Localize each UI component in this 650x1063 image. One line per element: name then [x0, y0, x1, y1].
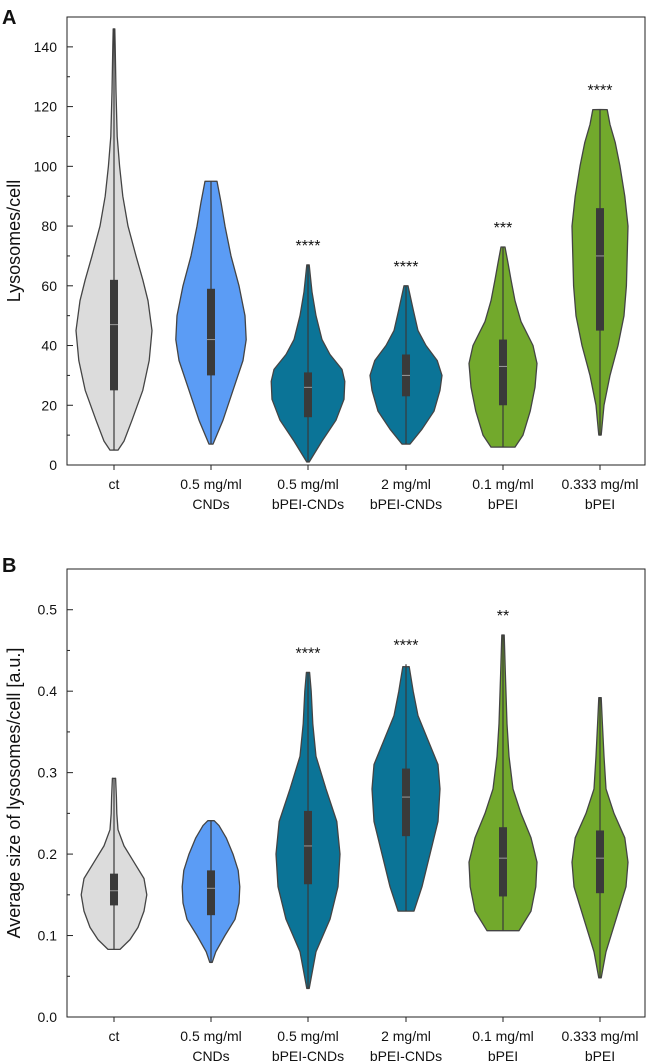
y-tick-label: 100 — [34, 158, 58, 174]
y-axis-label: Average size of lysosomes/cell [a.u.] — [4, 648, 24, 939]
y-tick-label: 0 — [49, 457, 57, 473]
x-tick-label: bPEI — [488, 496, 518, 512]
y-tick-label: 0.0 — [38, 1009, 58, 1025]
y-tick-label: 0.1 — [38, 928, 58, 944]
panel-b: B 0.0 0.1 0.2 0.3 0.4 0.5 Average size of lysos… — [2, 555, 646, 1063]
violin-iqr-box — [499, 339, 507, 406]
x-tick-label: 0.333 mg/ml — [561, 476, 638, 492]
x-tick-label: 0.5 mg/ml — [277, 1028, 338, 1044]
x-tick-label: bPEI — [488, 1048, 518, 1063]
y-tick-label: 60 — [41, 278, 57, 294]
violin-iqr-box — [304, 810, 312, 885]
x-tick-label: 0.5 mg/ml — [180, 1028, 241, 1044]
x-tick-label: 0.5 mg/ml — [277, 476, 338, 492]
x-tick-label: ct — [109, 476, 120, 492]
x-tick-label: 2 mg/ml — [381, 1028, 431, 1044]
plot-frame — [66, 16, 646, 466]
violin-iqr-box — [596, 830, 604, 894]
significance-label: ** — [497, 608, 509, 625]
x-tick-label: bPEI-CNDs — [272, 1048, 344, 1063]
x-tick-label: 0.333 mg/ml — [561, 1028, 638, 1044]
x-tick-label: ct — [109, 1028, 120, 1044]
violin-iqr-box — [110, 279, 118, 391]
significance-label: **** — [394, 637, 419, 654]
x-tick-label: CNDs — [192, 496, 229, 512]
y-tick-label: 40 — [41, 338, 57, 354]
significance-label: **** — [296, 645, 321, 662]
y-tick-label: 0.2 — [38, 846, 58, 862]
violin-iqr-box — [402, 768, 410, 837]
panel-label: A — [2, 7, 16, 29]
violin-iqr-box — [499, 827, 507, 897]
y-axis-label: Lysosomes/cell — [4, 180, 24, 302]
significance-label: **** — [296, 238, 321, 255]
violin-iqr-box — [110, 873, 118, 906]
violin-iqr-box — [304, 372, 312, 418]
violin-iqr-box — [207, 870, 215, 916]
significance-label: *** — [494, 220, 513, 237]
plot-frame — [66, 568, 646, 1018]
x-tick-label: 2 mg/ml — [381, 476, 431, 492]
x-tick-label: bPEI — [585, 496, 615, 512]
x-tick-label: 0.5 mg/ml — [180, 476, 241, 492]
significance-label: **** — [394, 259, 419, 276]
y-tick-label: 0.3 — [38, 765, 58, 781]
x-tick-label: 0.1 mg/ml — [472, 1028, 533, 1044]
x-tick-label: CNDs — [192, 1048, 229, 1063]
significance-label: **** — [588, 83, 613, 100]
violin-iqr-box — [596, 208, 604, 331]
y-tick-label: 120 — [34, 99, 58, 115]
violin-iqr-box — [207, 288, 215, 376]
x-tick-label: 0.1 mg/ml — [472, 476, 533, 492]
y-tick-label: 0.5 — [38, 602, 58, 618]
x-tick-label: bPEI-CNDs — [272, 496, 344, 512]
panel-a: A 0 20 40 60 80 100 120 140 Lysosomes/cell ct 0.5 m… — [2, 7, 646, 512]
x-tick-label: bPEI-CNDs — [370, 496, 442, 512]
panel-label: B — [2, 555, 16, 577]
y-tick-label: 140 — [34, 39, 58, 55]
x-tick-label: bPEI-CNDs — [370, 1048, 442, 1063]
y-tick-label: 0.4 — [38, 683, 58, 699]
y-tick-label: 80 — [41, 218, 57, 234]
x-tick-label: bPEI — [585, 1048, 615, 1063]
y-tick-label: 20 — [41, 397, 57, 413]
